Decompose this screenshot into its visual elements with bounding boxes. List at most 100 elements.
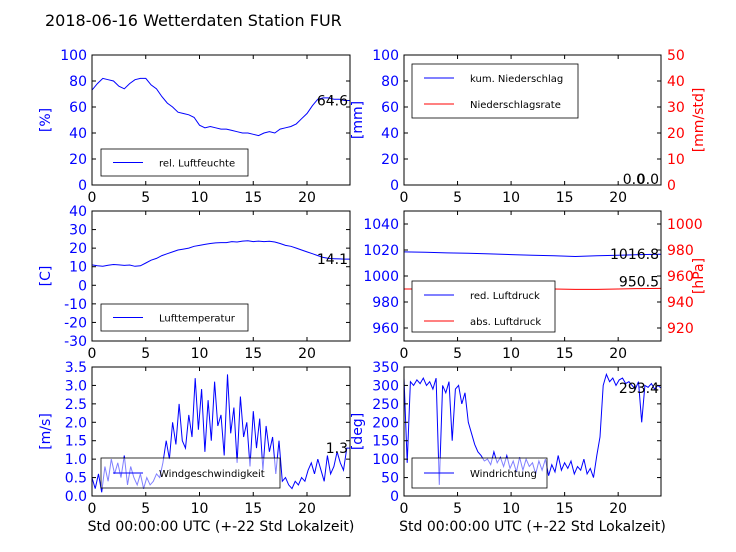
y-tick-label: 1020 bbox=[363, 243, 399, 259]
y-tick-label: 100 bbox=[372, 452, 399, 468]
y-tick-label: 20 bbox=[69, 241, 87, 257]
last-value-label: 14.1 bbox=[317, 252, 348, 268]
legend-box bbox=[411, 280, 556, 333]
plot-area bbox=[92, 240, 350, 267]
y-tick-label: 20 bbox=[69, 152, 87, 168]
legend: Windgeschwindigkeit bbox=[100, 457, 281, 489]
x-tick-label: 5 bbox=[453, 346, 462, 362]
legend-entry: abs. Luftdruck bbox=[470, 317, 541, 328]
y-tick-label: 0.0 bbox=[65, 489, 87, 505]
y-axis-label: [C] bbox=[38, 266, 54, 287]
y-tick-label: 100 bbox=[60, 48, 87, 64]
y-tick-label: 1000 bbox=[363, 269, 399, 285]
x-tick-label: 20 bbox=[298, 346, 316, 362]
legend-entry: Niederschlagsrate bbox=[470, 100, 561, 111]
last-value-label: 1016.8 bbox=[610, 247, 659, 263]
last-value-label: 1.3 bbox=[326, 441, 348, 457]
legend: Windrichtung bbox=[411, 457, 548, 489]
legend-entry: Windgeschwindigkeit bbox=[159, 469, 265, 480]
y-tick-label: 300 bbox=[372, 378, 399, 394]
x-tick-label: 20 bbox=[609, 346, 627, 362]
x-tick-label: 20 bbox=[298, 190, 316, 206]
y-tick-label: 350 bbox=[372, 360, 399, 376]
x-tick-label: 15 bbox=[556, 346, 574, 362]
figure-title: 2018-06-16 Wetterdaten Station FUR bbox=[45, 11, 342, 30]
legend-entry: Windrichtung bbox=[470, 469, 537, 480]
x-tick-label: 5 bbox=[141, 346, 150, 362]
y-tick-label: 30 bbox=[69, 223, 87, 239]
legend-box bbox=[411, 63, 579, 119]
x-tick-label: 10 bbox=[502, 190, 520, 206]
last-value-label: 0.0 bbox=[637, 172, 659, 188]
y-tick-label: 960 bbox=[372, 321, 399, 337]
y-tick-label: 100 bbox=[372, 48, 399, 64]
y2-tick-label: 1000 bbox=[667, 217, 703, 233]
panel-temperature: 0 5 10 15 20 -30 -20 -10 0 10 20 30 40 [C] 14.1 Lufttem… bbox=[38, 204, 351, 362]
axes-frame bbox=[403, 366, 662, 497]
series-line-1 bbox=[92, 240, 350, 267]
y-tick-label: 980 bbox=[372, 295, 399, 311]
legend: Lufttemperatur bbox=[100, 303, 249, 332]
y-tick-label: 60 bbox=[381, 100, 399, 116]
y2-tick-label: 980 bbox=[667, 243, 694, 259]
y-tick-label: 50 bbox=[381, 471, 399, 487]
x-tick-label: 0 bbox=[88, 346, 97, 362]
y-tick-label: 80 bbox=[69, 74, 87, 90]
legend-entry: kum. Niederschlag bbox=[470, 74, 563, 85]
y-tick-label: 1040 bbox=[363, 217, 399, 233]
y-tick-label: 150 bbox=[372, 434, 399, 450]
x-tick-label: 5 bbox=[141, 501, 150, 517]
axes-frame bbox=[91, 210, 351, 342]
y-tick-label: 0 bbox=[390, 178, 399, 194]
x-tick-label: 10 bbox=[191, 190, 209, 206]
y-tick-label: 1.0 bbox=[65, 452, 87, 468]
x-tick-label: 0 bbox=[400, 501, 409, 517]
y-axis-label: [mm] bbox=[350, 101, 366, 139]
x-axis-label: Std 00:00:00 UTC (+-22 Std Lokalzeit) bbox=[88, 519, 355, 535]
y-tick-label: 80 bbox=[381, 74, 399, 90]
x-tick-label: 10 bbox=[191, 346, 209, 362]
axes-frame bbox=[91, 366, 351, 497]
y2-tick-label: 30 bbox=[667, 100, 685, 116]
y-tick-label: 2.5 bbox=[65, 397, 87, 413]
y-tick-label: 40 bbox=[381, 126, 399, 142]
axes-frame bbox=[91, 54, 351, 186]
y-tick-label: 250 bbox=[372, 397, 399, 413]
y-tick-label: 1.5 bbox=[65, 434, 87, 450]
y2-axis-label: [hPa] bbox=[691, 258, 707, 294]
y2-tick-label: 960 bbox=[667, 269, 694, 285]
y-tick-label: 0 bbox=[78, 178, 87, 194]
y-tick-label: 2.0 bbox=[65, 415, 87, 431]
y-tick-label: 60 bbox=[69, 100, 87, 116]
axes-frame bbox=[403, 54, 662, 186]
x-tick-label: 5 bbox=[141, 190, 150, 206]
x-tick-label: 15 bbox=[556, 501, 574, 517]
y-tick-label: 3.5 bbox=[65, 360, 87, 376]
y2-tick-label: 0 bbox=[667, 178, 676, 194]
x-tick-label: 0 bbox=[88, 501, 97, 517]
x-tick-label: 5 bbox=[453, 501, 462, 517]
x-tick-label: 0 bbox=[400, 190, 409, 206]
x-tick-label: 15 bbox=[244, 190, 262, 206]
x-tick-label: 20 bbox=[609, 190, 627, 206]
x-tick-label: 5 bbox=[453, 190, 462, 206]
last-value-label-2: 950.5 bbox=[619, 274, 659, 290]
y-tick-label: 3.0 bbox=[65, 378, 87, 394]
y-tick-label: 0 bbox=[78, 278, 87, 294]
x-tick-label: 20 bbox=[609, 501, 627, 517]
legend: red. Luftdruck abs. Luftdruck bbox=[411, 280, 556, 333]
legend-entry: red. Luftdruck bbox=[470, 291, 540, 302]
y2-tick-label: 940 bbox=[667, 295, 694, 311]
x-tick-label: 15 bbox=[244, 346, 262, 362]
panel-precipitation: 0 5 10 15 20 0 20 40 60 80 100 0 10 20 30 40 50 [mm] [mm/s… bbox=[350, 48, 707, 206]
y-tick-label: 10 bbox=[69, 260, 87, 276]
legend-entry: rel. Luftfeuchte bbox=[159, 159, 235, 170]
legend: kum. Niederschlag Niederschlagsrate bbox=[411, 63, 579, 119]
x-tick-label: 20 bbox=[298, 501, 316, 517]
x-tick-label: 10 bbox=[191, 501, 209, 517]
y2-tick-label: 10 bbox=[667, 152, 685, 168]
y-tick-label: 40 bbox=[69, 204, 87, 220]
y-tick-label: 200 bbox=[372, 415, 399, 431]
